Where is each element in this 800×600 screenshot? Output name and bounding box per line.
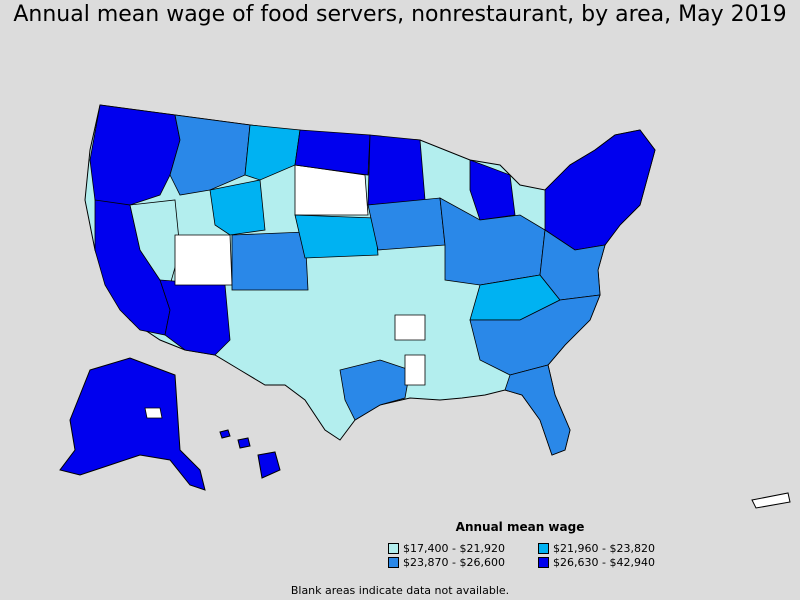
legend-item: $17,400 - $21,920: [388, 542, 538, 555]
legend-swatch: [388, 557, 399, 568]
region-colorado: [231, 231, 309, 291]
legend-swatch: [538, 543, 549, 554]
region-florida: [504, 364, 571, 456]
alaska: [59, 357, 206, 491]
region-michigan: [469, 159, 516, 221]
region-minnesota: [367, 134, 426, 206]
puerto-rico: [751, 492, 791, 509]
region-wyoming: [209, 179, 266, 236]
legend-title: Annual mean wage: [455, 520, 585, 534]
region-montana-east: [244, 124, 301, 181]
legend-item: $21,960 - $23,820: [538, 542, 688, 555]
legend-swatch: [388, 543, 399, 554]
region-southwest: [159, 279, 231, 356]
region-iowa-wisconsin: [367, 197, 446, 251]
legend-label: $26,630 - $42,940: [553, 556, 655, 569]
region-nebraska: [294, 214, 379, 259]
legend-item: $26,630 - $42,940: [538, 556, 688, 569]
region-arkansas-blank: [404, 354, 426, 386]
legend-swatch: [538, 557, 549, 568]
alaska-blank: [144, 407, 163, 419]
blank-areas-note: Blank areas indicate data not available.: [290, 584, 510, 597]
region-kansas-blank: [394, 314, 426, 341]
map-title: Annual mean wage of food servers, nonres…: [13, 2, 787, 27]
region-north-dakota: [294, 129, 371, 176]
region-mid-atlantic: [539, 229, 606, 301]
legend: Annual mean wage $17,400 - $21,920 $21,9…: [380, 520, 700, 569]
region-southeast: [469, 294, 601, 376]
us-wage-map: [59, 104, 791, 509]
region-utah-blank: [174, 234, 233, 286]
legend-label: $23,870 - $26,600: [403, 556, 505, 569]
legend-label: $21,960 - $23,820: [553, 542, 655, 555]
legend-label: $17,400 - $21,920: [403, 542, 505, 555]
region-northeast: [544, 129, 656, 251]
legend-item: $23,870 - $26,600: [388, 556, 538, 569]
region-texas-gulf: [339, 359, 411, 421]
hawaii: [219, 429, 281, 479]
